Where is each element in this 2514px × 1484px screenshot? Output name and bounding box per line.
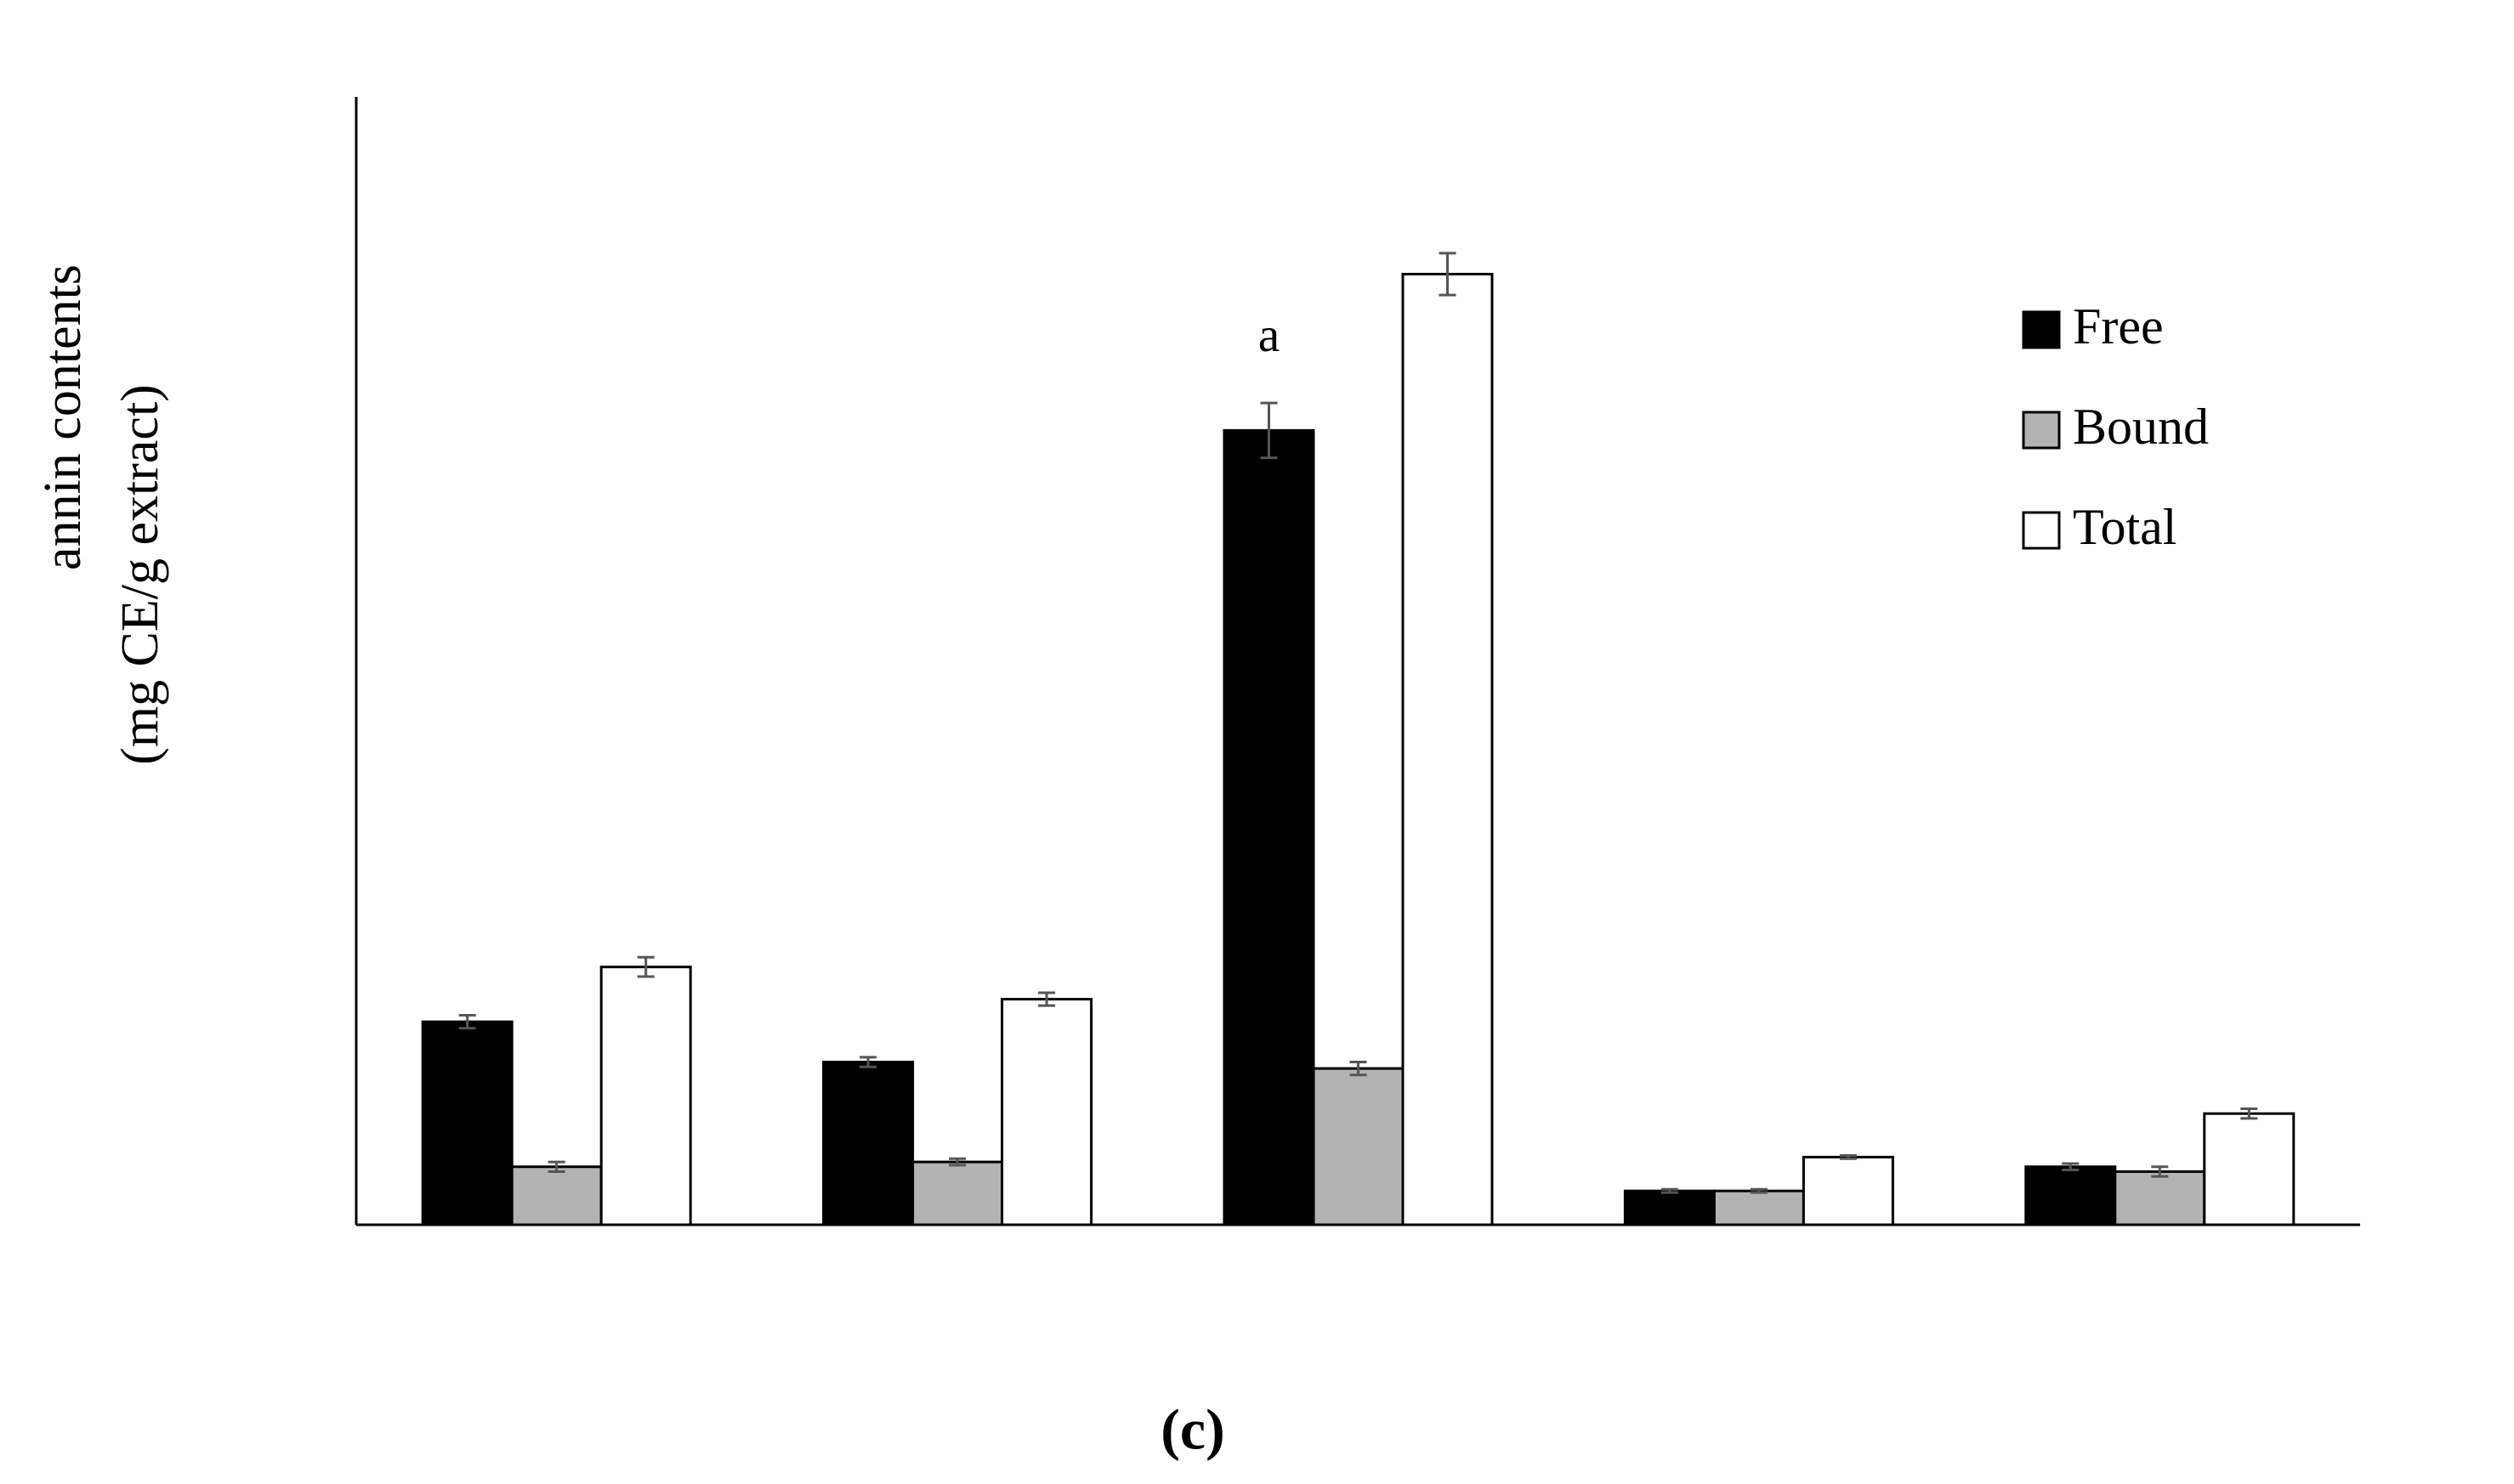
bar bbox=[911, 1160, 1004, 1226]
bar bbox=[1712, 1189, 1805, 1226]
error-bar bbox=[860, 1056, 877, 1068]
legend-swatch bbox=[2022, 310, 2061, 349]
legend-label: Bound bbox=[2073, 399, 2209, 455]
error-bar bbox=[2062, 1162, 2080, 1172]
legend-swatch bbox=[2022, 411, 2061, 450]
bar bbox=[1223, 428, 1315, 1226]
annotation: a bbox=[1258, 309, 1280, 362]
error-bar bbox=[458, 1014, 476, 1030]
error-bar bbox=[548, 1160, 565, 1173]
bar bbox=[1802, 1155, 1894, 1226]
legend-swatch bbox=[2022, 511, 2061, 550]
error-bar bbox=[1839, 1153, 1857, 1160]
bar bbox=[510, 1165, 603, 1226]
error-bar bbox=[1439, 252, 1456, 297]
bar bbox=[2114, 1170, 2206, 1226]
error-bar bbox=[949, 1157, 967, 1167]
bar bbox=[1001, 998, 1093, 1226]
error-bar bbox=[1349, 1061, 1367, 1077]
bar bbox=[599, 966, 692, 1226]
bar bbox=[1401, 273, 1494, 1226]
y-axis-label: (mg CE/g extract) bbox=[111, 384, 169, 765]
error-bar bbox=[2240, 1107, 2258, 1120]
error-bar bbox=[2151, 1165, 2169, 1178]
bar bbox=[2024, 1165, 2117, 1226]
error-bar bbox=[1750, 1187, 1768, 1194]
legend-label: Total bbox=[2073, 499, 2176, 555]
bar bbox=[822, 1061, 915, 1226]
error-bar bbox=[1660, 1187, 1678, 1194]
error-bar bbox=[1260, 401, 1278, 460]
bar bbox=[2203, 1112, 2296, 1226]
y-axis-label: annin contents bbox=[34, 264, 92, 570]
error-bar bbox=[637, 955, 655, 978]
bar bbox=[1623, 1189, 1716, 1226]
error-bar bbox=[1038, 991, 1056, 1007]
bar bbox=[421, 1020, 514, 1226]
legend-label: Free bbox=[2073, 298, 2164, 354]
bar bbox=[1312, 1067, 1405, 1226]
caption: (c) bbox=[1161, 1397, 1224, 1462]
